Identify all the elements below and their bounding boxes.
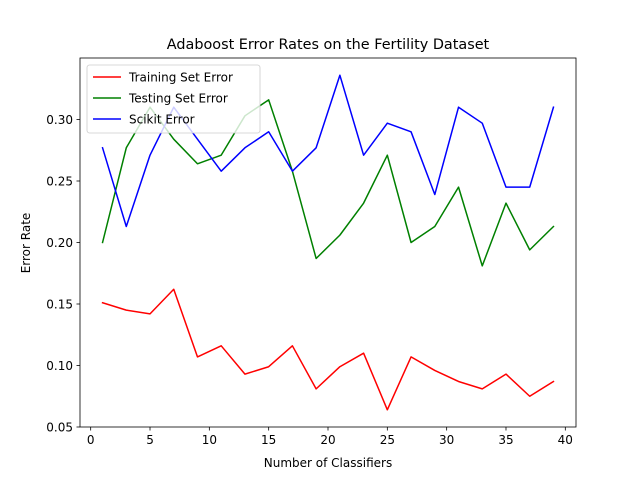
x-tick-label: 40: [558, 433, 573, 447]
x-tick-label: 25: [380, 433, 395, 447]
x-tick-label: 20: [320, 433, 335, 447]
x-tick-label: 15: [261, 433, 276, 447]
y-tick-label: 0.10: [46, 359, 73, 373]
x-tick-label: 0: [87, 433, 95, 447]
chart-title: Adaboost Error Rates on the Fertility Da…: [167, 37, 490, 53]
legend-label: Training Set Error: [128, 71, 233, 85]
y-tick-label: 0.05: [46, 421, 73, 435]
x-tick-label: 5: [146, 433, 154, 447]
x-tick-label: 35: [498, 433, 513, 447]
y-tick-label: 0.20: [46, 236, 73, 250]
legend-label: Scikit Error: [129, 113, 195, 127]
legend-box: [86, 64, 261, 134]
legend-label: Testing Set Error: [128, 92, 228, 106]
y-axis-title: Error Rate: [19, 213, 33, 274]
y-tick-label: 0.25: [46, 175, 73, 189]
series-line-training-set-error: [101, 288, 555, 411]
x-tick-label: 30: [439, 433, 454, 447]
y-tick-label: 0.15: [46, 298, 73, 312]
y-tick-label: 0.30: [46, 113, 73, 127]
x-tick-label: 10: [202, 433, 217, 447]
plot-area: 0 5 10 15 20 25 30 35 40 0.05 0.10 0.15 0.20 0.25 0.30…: [46, 57, 577, 447]
x-axis-title: Number of Classifiers: [264, 456, 392, 470]
series-line-testing-set-error: [101, 99, 555, 267]
